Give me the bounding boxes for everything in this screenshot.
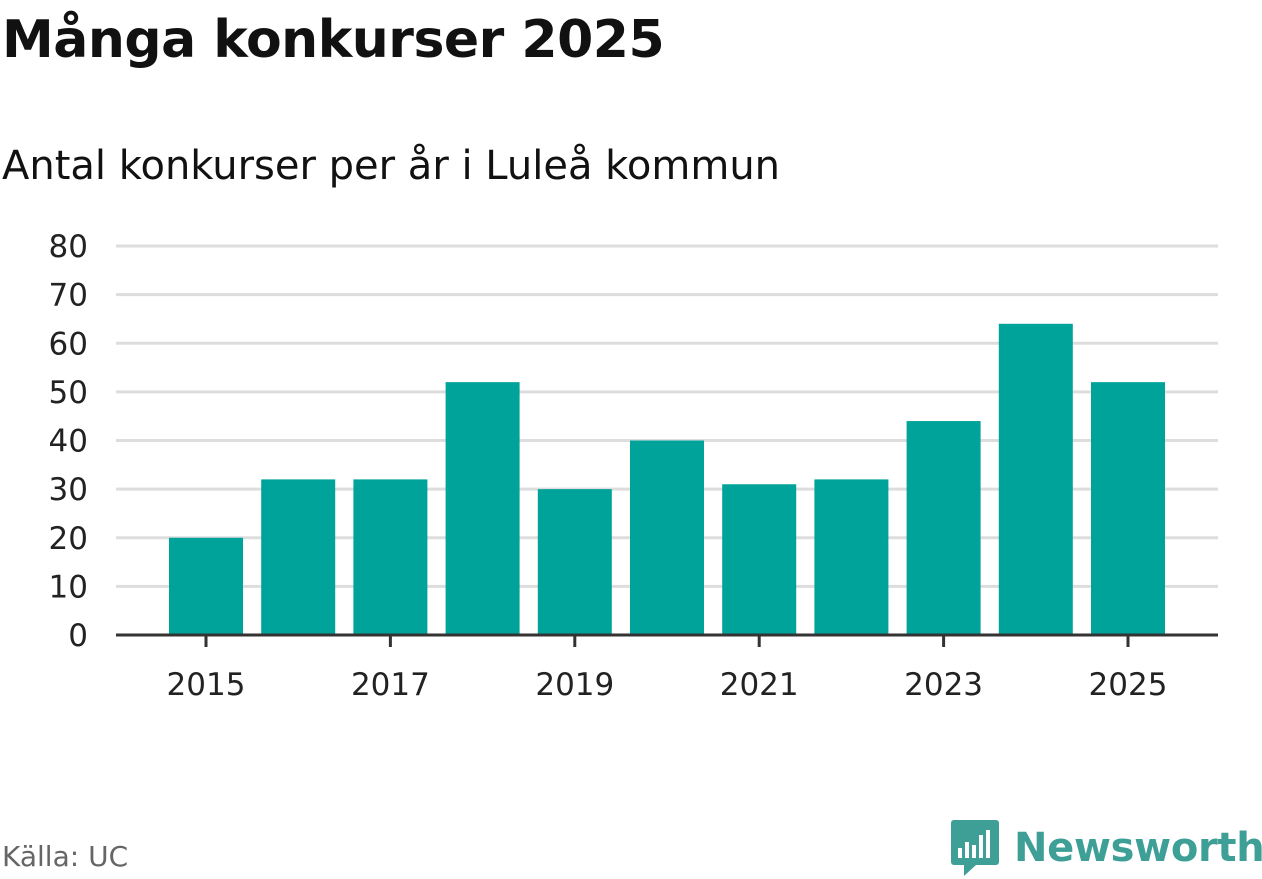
chart-subtitle: Antal konkurser per år i Luleå kommun (2, 143, 781, 189)
bar-2016 (261, 479, 336, 635)
bar-2022 (814, 479, 889, 635)
source-note: Källa: UC (2, 840, 129, 873)
bar-2015 (169, 537, 243, 635)
y-axis-labels: 0 10 20 30 40 50 60 70 80 (49, 229, 88, 654)
y-tick-label-80: 80 (49, 229, 88, 265)
bar-2023 (906, 421, 981, 635)
x-tick-label-2025: 2025 (1089, 667, 1168, 703)
y-tick-label-10: 10 (49, 569, 88, 605)
brand-name: Newsworthy (1014, 825, 1262, 871)
bar-2025 (1091, 382, 1165, 635)
y-tick-label-60: 60 (49, 326, 88, 362)
bars (169, 323, 1165, 635)
bar-2020 (630, 440, 704, 635)
bar-2021 (722, 484, 797, 635)
bar-2019 (537, 489, 612, 635)
y-tick-label-0: 0 (68, 618, 88, 654)
bar-2017 (353, 479, 428, 635)
x-tick-label-2017: 2017 (351, 667, 430, 703)
bar-2024 (998, 323, 1073, 635)
brand-logo: Newsworthy (950, 818, 1262, 878)
chart-title: Många konkurser 2025 (2, 10, 665, 70)
bar-2018 (445, 382, 520, 635)
y-tick-label-50: 50 (49, 375, 88, 411)
y-tick-label-40: 40 (49, 424, 88, 460)
y-tick-label-20: 20 (49, 521, 88, 557)
x-axis-labels: 2015 2017 2019 2021 2023 2025 (167, 667, 1168, 703)
y-tick-label-30: 30 (49, 472, 88, 508)
x-tick-label-2019: 2019 (535, 667, 614, 703)
x-axis (116, 633, 1218, 647)
newsworthy-logo-icon (951, 820, 999, 876)
x-tick-label-2021: 2021 (720, 667, 799, 703)
x-tick-label-2015: 2015 (167, 667, 246, 703)
y-tick-label-70: 70 (49, 278, 88, 314)
x-tick-label-2023: 2023 (904, 667, 983, 703)
